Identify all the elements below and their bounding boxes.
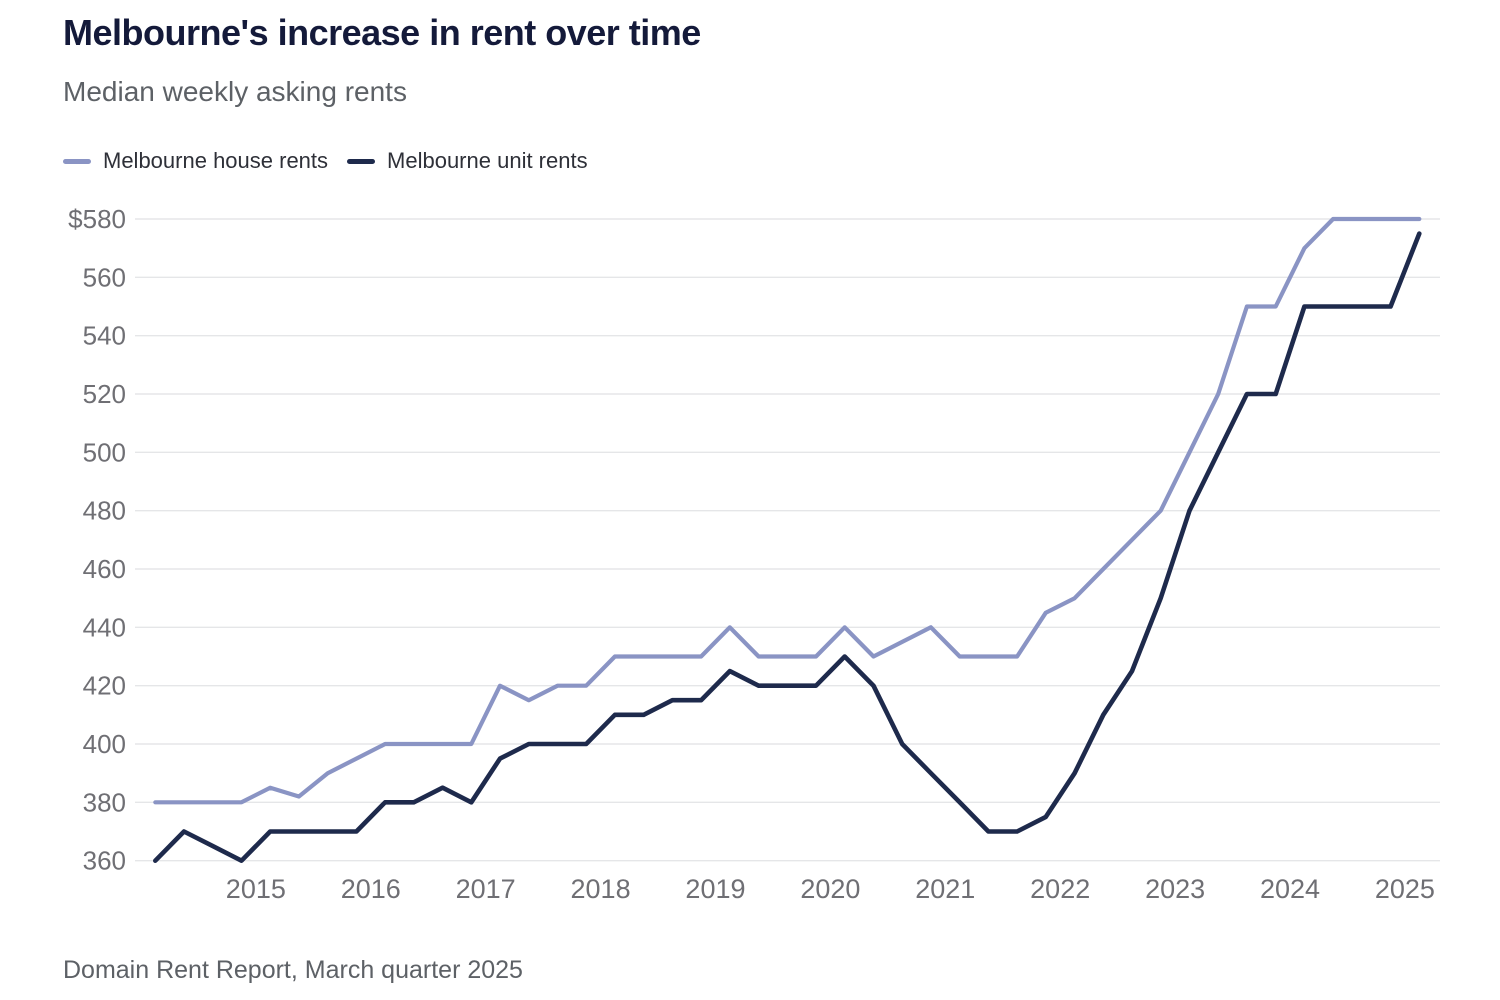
y-axis-tick-label: 500 — [83, 437, 126, 467]
y-axis-tick-label: 540 — [83, 321, 126, 351]
x-axis-tick-label: 2018 — [571, 874, 631, 904]
x-axis-tick-label: 2020 — [800, 874, 860, 904]
x-axis-tick-label: 2017 — [456, 874, 516, 904]
x-axis-tick-label: 2025 — [1375, 874, 1435, 904]
unit-rents-line — [153, 231, 1422, 864]
x-axis-tick-label: 2016 — [341, 874, 401, 904]
house-rents-line-swatch-icon — [63, 158, 91, 164]
x-axis-tick-label: 2019 — [685, 874, 745, 904]
house-rents-line — [153, 216, 1422, 805]
y-axis-tick-label: 520 — [83, 379, 126, 409]
legend-label-unit-rents: Melbourne unit rents — [387, 148, 588, 173]
y-axis-tick-label: 460 — [83, 554, 126, 584]
y-axis-tick-label: 560 — [83, 262, 126, 292]
legend-item-unit-rents: Melbourne unit rents — [347, 148, 588, 174]
x-axis-tick-label: 2021 — [915, 874, 975, 904]
y-axis-tick-label: 400 — [83, 729, 126, 759]
y-axis-tick-label: $580 — [68, 204, 126, 234]
chart-legend: Melbourne house rents Melbourne unit ren… — [63, 148, 588, 174]
source-note: Domain Rent Report, March quarter 2025 — [63, 956, 523, 984]
y-axis-tick-label: 440 — [83, 612, 126, 642]
x-axis-tick-label: 2023 — [1145, 874, 1205, 904]
unit-rents-line-swatch-icon — [347, 158, 376, 164]
page-title: Melbourne's increase in rent over time — [63, 12, 701, 53]
x-axis-tick-label: 2015 — [226, 874, 286, 904]
x-axis-tick-label: 2022 — [1030, 874, 1090, 904]
chart-subtitle: Median weekly asking rents — [63, 76, 407, 107]
y-axis-tick-label: 480 — [83, 496, 126, 526]
y-axis-tick-label: 420 — [83, 671, 126, 701]
legend-label-house-rents: Melbourne house rents — [103, 148, 329, 173]
legend-item-house-rents: Melbourne house rents — [63, 148, 328, 174]
y-axis-tick-label: 360 — [83, 846, 126, 876]
y-axis-tick-label: 380 — [83, 787, 126, 817]
x-axis-tick-label: 2024 — [1260, 874, 1320, 904]
